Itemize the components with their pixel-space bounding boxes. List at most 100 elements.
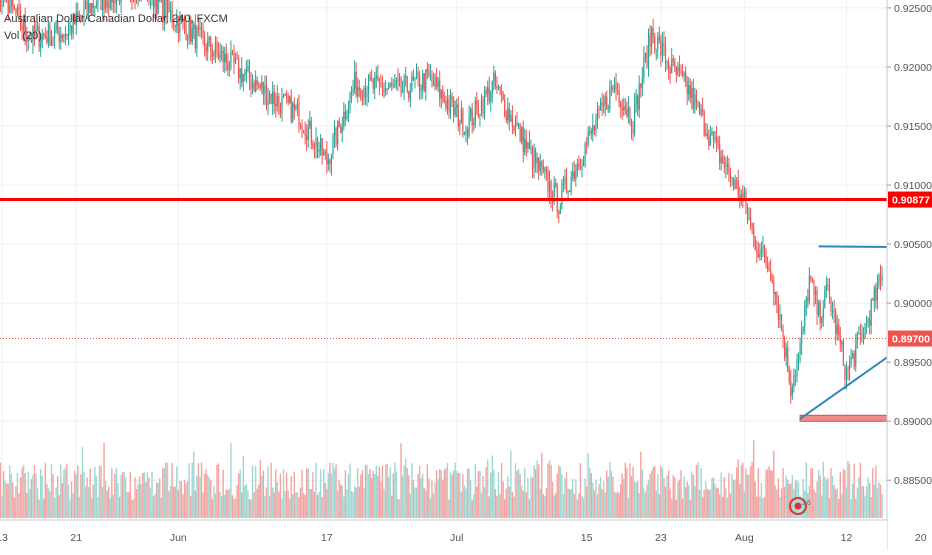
volume-bar: [611, 471, 612, 518]
candle-body: [113, 0, 114, 3]
volume-bar: [824, 477, 825, 518]
support-zone: [800, 415, 887, 421]
candle-body: [100, 0, 101, 10]
candle-body: [666, 62, 667, 63]
volume-bar: [396, 472, 397, 518]
volume-bar: [49, 492, 50, 518]
volume-bar: [615, 493, 616, 518]
volume-bar: [408, 475, 409, 518]
candle-body: [484, 90, 485, 113]
volume-bar: [560, 467, 561, 518]
candle-body: [646, 53, 647, 66]
candle-body: [294, 103, 295, 108]
candle-body: [705, 134, 706, 136]
volume-bar: [204, 474, 205, 518]
volume-bar: [417, 474, 418, 518]
volume-bar: [552, 482, 553, 518]
volume-bar: [72, 493, 73, 518]
candle-body: [589, 131, 590, 132]
volume-bar: [816, 481, 817, 518]
candle-body: [832, 311, 833, 312]
volume-bar: [377, 476, 378, 518]
volume-bar: [210, 480, 211, 518]
volume-bar: [352, 492, 353, 518]
candle-body: [235, 59, 236, 64]
volume-bar: [564, 478, 565, 518]
volume-bar: [393, 474, 394, 518]
candle-body: [722, 157, 723, 163]
candle-body: [487, 87, 488, 93]
candle-body: [731, 179, 732, 180]
candle-body: [94, 6, 95, 7]
candle-body: [339, 121, 340, 128]
volume-bar: [686, 482, 687, 518]
candle-body: [269, 94, 270, 99]
volume-bar: [504, 499, 505, 518]
volume-bar: [209, 477, 210, 518]
candle-body: [696, 95, 697, 103]
candle-body: [591, 131, 592, 133]
volume-bar: [843, 469, 844, 518]
volume-bar: [74, 471, 75, 518]
volume-bar: [48, 488, 49, 518]
volume-bar: [736, 468, 737, 518]
price-label-text: 0.90877: [892, 195, 930, 207]
candle-body: [790, 381, 791, 396]
candle-body: [683, 72, 684, 75]
candle-body: [349, 94, 350, 108]
volume-bar: [227, 490, 228, 518]
volume-bar: [515, 463, 516, 518]
volume-bar: [148, 478, 149, 518]
volume-bar: [413, 480, 414, 518]
volume-bar: [11, 474, 12, 518]
volume-bar: [65, 468, 66, 518]
volume-bar: [745, 469, 746, 518]
volume-bar: [634, 481, 635, 518]
candle-body: [759, 254, 760, 257]
volume-bar: [295, 492, 296, 518]
candle-body: [335, 128, 336, 145]
volume-bar: [270, 463, 271, 518]
candle-body: [360, 90, 361, 98]
volume-bar: [46, 484, 47, 518]
volume-bar: [731, 474, 732, 518]
candle-body: [331, 156, 332, 165]
volume-bar: [676, 500, 677, 518]
volume-bar: [137, 485, 138, 518]
candle-body: [755, 236, 756, 250]
volume-bar: [702, 497, 703, 518]
volume-bar: [465, 489, 466, 518]
volume-bar: [717, 488, 718, 518]
volume-bar: [303, 493, 304, 518]
volume-bar: [764, 497, 765, 518]
candle-body: [725, 166, 726, 167]
volume-bar: [173, 487, 174, 518]
volume-bar: [354, 486, 355, 518]
volume-bar: [141, 484, 142, 518]
volume-bar: [60, 464, 61, 518]
candle-body: [699, 102, 700, 114]
volume-bar: [28, 472, 29, 518]
candle-body: [462, 109, 463, 135]
volume-bar: [580, 463, 581, 518]
candle-body: [702, 109, 703, 111]
volume-bar: [875, 466, 876, 518]
volume-bar: [447, 463, 448, 518]
candle-body: [566, 178, 567, 192]
candle-body: [881, 275, 882, 281]
candle-body: [450, 96, 451, 111]
candle-body: [649, 33, 650, 46]
volume-bar: [646, 485, 647, 518]
volume-bar: [858, 477, 859, 518]
volume-bar: [264, 496, 265, 518]
candle-body: [864, 323, 865, 338]
candle-body: [275, 104, 276, 106]
candle-body: [461, 109, 462, 123]
volume-bar: [360, 475, 361, 518]
volume-bar: [102, 487, 103, 518]
volume-bar: [612, 477, 613, 518]
candle-body: [600, 102, 601, 110]
candle-body: [244, 74, 245, 75]
